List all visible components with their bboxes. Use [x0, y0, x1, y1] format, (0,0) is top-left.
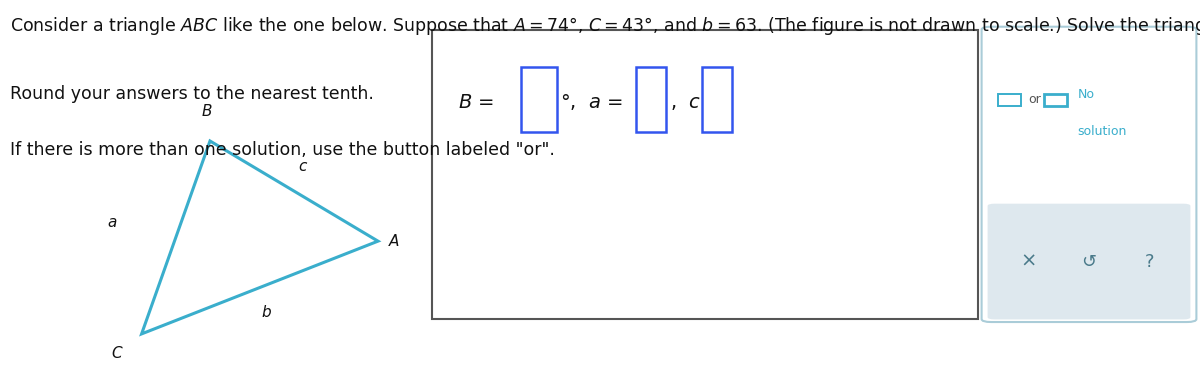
FancyBboxPatch shape	[988, 204, 1190, 319]
Text: $\mathit{C}$: $\mathit{C}$	[112, 345, 124, 361]
Text: If there is more than one solution, use the button labeled "or".: If there is more than one solution, use …	[10, 141, 554, 159]
FancyBboxPatch shape	[636, 67, 666, 132]
Text: ,  $\mathit{c}$ =: , $\mathit{c}$ =	[670, 92, 721, 112]
Text: $\mathit{c}$: $\mathit{c}$	[298, 160, 307, 174]
Text: $\mathit{b}$: $\mathit{b}$	[260, 304, 272, 320]
Text: $\mathit{B}$ =: $\mathit{B}$ =	[458, 92, 494, 112]
Text: ↺: ↺	[1081, 253, 1097, 270]
Text: ?: ?	[1145, 253, 1154, 270]
FancyBboxPatch shape	[982, 27, 1196, 322]
FancyBboxPatch shape	[432, 30, 978, 319]
Text: $\mathit{a}$: $\mathit{a}$	[107, 215, 118, 230]
Text: Round your answers to the nearest tenth.: Round your answers to the nearest tenth.	[10, 85, 373, 104]
Text: $\mathit{A}$: $\mathit{A}$	[388, 233, 400, 249]
Text: ×: ×	[1020, 252, 1037, 271]
FancyBboxPatch shape	[1044, 94, 1067, 106]
Text: or: or	[1028, 93, 1042, 106]
FancyBboxPatch shape	[521, 67, 557, 132]
Text: No: No	[1078, 88, 1094, 101]
Text: °,  $\mathit{a}$ =: °, $\mathit{a}$ =	[560, 92, 623, 112]
Text: Consider a triangle $\mathit{ABC}$ like the one below. Suppose that $\mathit{A}=: Consider a triangle $\mathit{ABC}$ like …	[10, 15, 1200, 37]
FancyBboxPatch shape	[998, 94, 1021, 106]
Text: $\mathit{B}$: $\mathit{B}$	[200, 103, 212, 119]
Text: solution: solution	[1078, 125, 1127, 138]
FancyBboxPatch shape	[702, 67, 732, 132]
